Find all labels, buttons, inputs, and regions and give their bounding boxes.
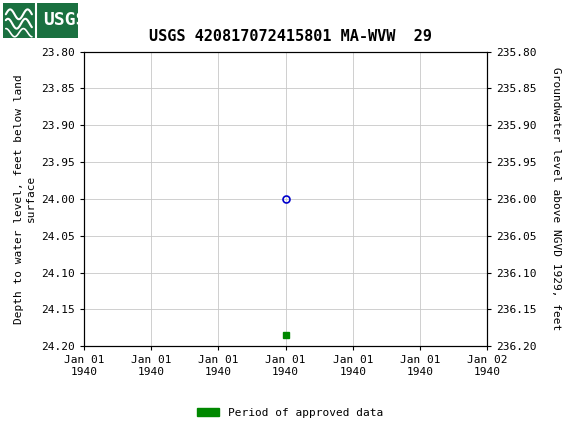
Text: USGS 420817072415801 MA-WVW  29: USGS 420817072415801 MA-WVW 29 bbox=[148, 29, 432, 44]
Bar bbox=[3, 3, 78, 37]
Y-axis label: Depth to water level, feet below land
surface: Depth to water level, feet below land su… bbox=[14, 74, 36, 324]
Legend: Period of approved data: Period of approved data bbox=[193, 403, 387, 422]
Text: USGS: USGS bbox=[44, 12, 87, 29]
Y-axis label: Groundwater level above NGVD 1929, feet: Groundwater level above NGVD 1929, feet bbox=[550, 67, 561, 331]
